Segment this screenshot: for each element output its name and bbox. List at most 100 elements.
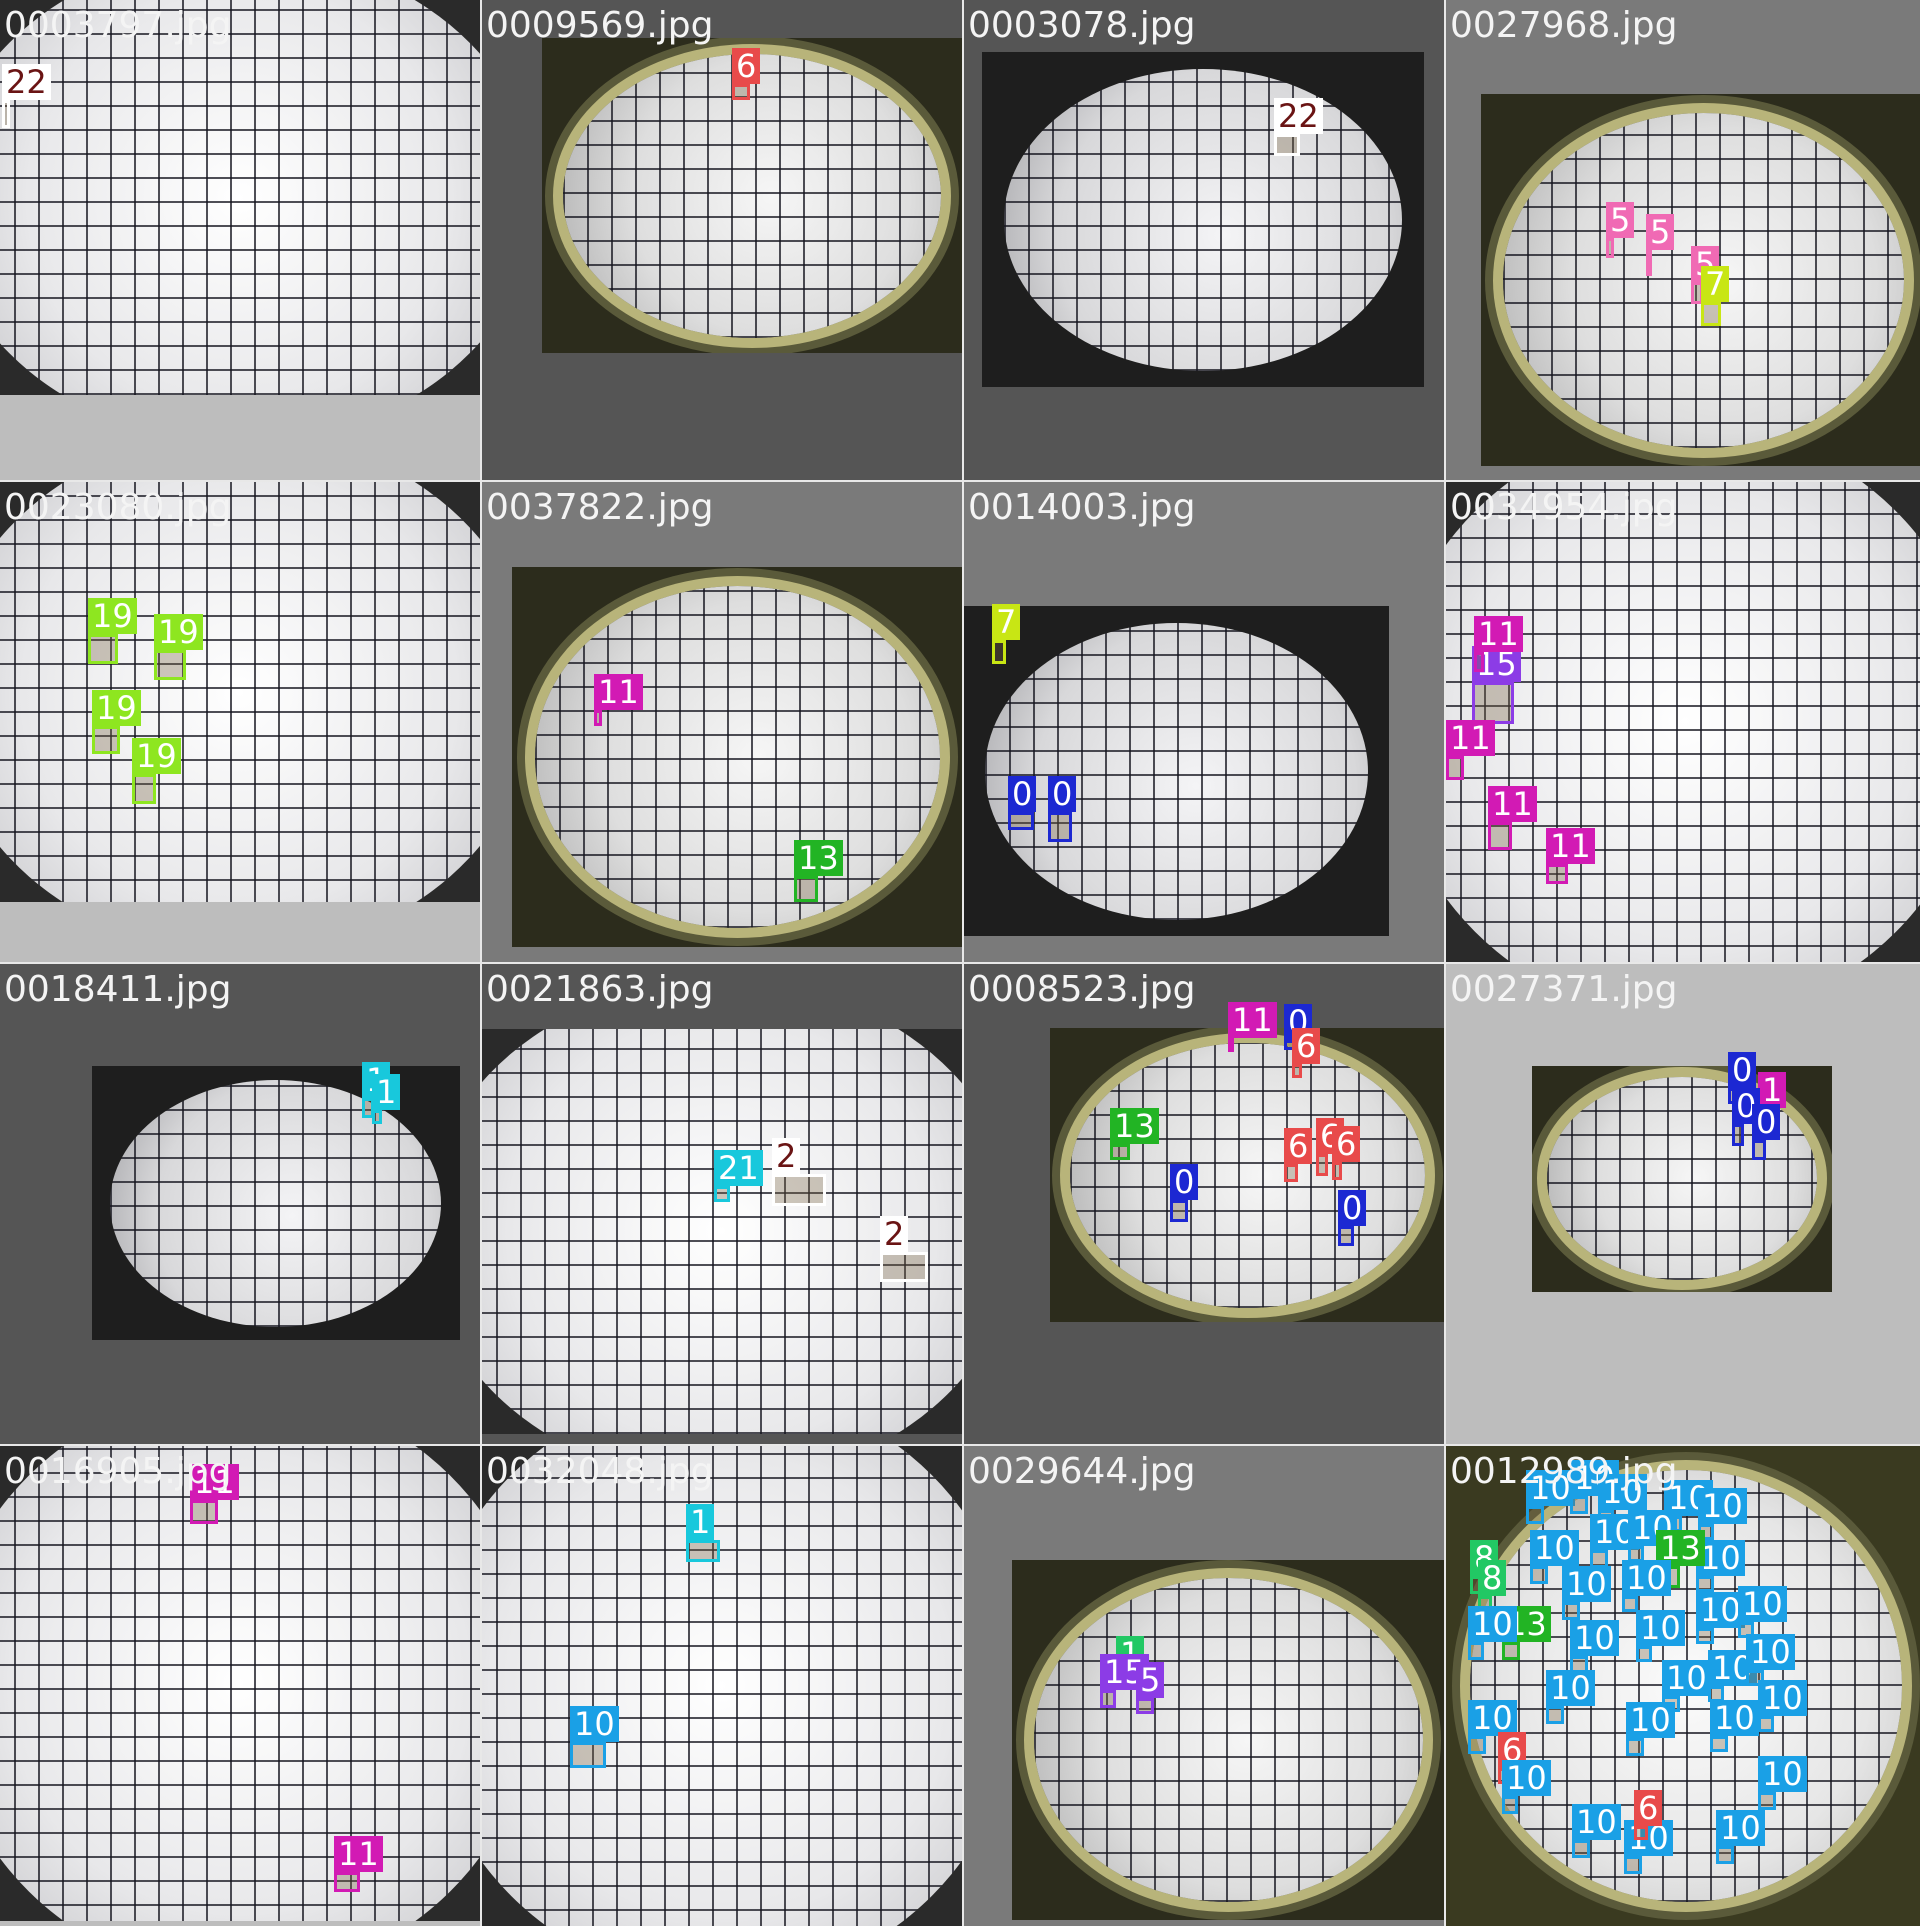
detection-box [1170,1200,1188,1222]
detection-label: 0 [1048,776,1077,812]
trap-photo [1532,1066,1832,1292]
detection-label: 10 [1622,1560,1671,1596]
detection-label: 11 [1488,786,1537,822]
trap-photo [0,1446,480,1921]
detection-label: 21 [714,1150,763,1186]
detection-box [1136,1698,1154,1714]
detection-label: 6 [1634,1790,1663,1826]
image-tile[interactable]: 22 0003797.jpg [0,0,480,480]
detection-box [1758,1716,1774,1732]
detection-label: 19 [88,598,137,634]
image-tile[interactable]: 5 5 5 7 0027968.jpg [1446,0,1920,480]
detection-box [1622,1596,1638,1612]
image-tile[interactable]: 22 0003078.jpg [964,0,1444,480]
detection-box [1468,1642,1484,1660]
grid-dish [1034,1578,1423,1902]
detection-label: 0 [1752,1104,1781,1140]
file-name-label: 0027371.jpg [1450,969,1678,1010]
image-tile[interactable]: 10 10 10 10 10 10 10 10 10 8 8 13 10 10 13 10 10 10 10 10 10… [1446,1446,1920,1926]
grid-dish [563,54,941,338]
grid-dish [1004,69,1402,371]
detection-label: 11 [1474,616,1523,652]
detection-label: 11 [190,1464,239,1500]
detection-box [1332,1162,1342,1180]
detection-label: 6 [732,48,761,84]
image-tile[interactable]: 11550029644.jpg [964,1446,1444,1926]
file-name-label: 0037822.jpg [486,487,714,528]
trap-photo [512,567,962,947]
detection-label: 10 [1698,1488,1747,1524]
image-tile[interactable]: 15 11 11 11 11 0034954.jpg [1446,482,1920,962]
detection-box [1338,1226,1354,1246]
image-tile[interactable]: 0 1 0 0 0027371.jpg [1446,964,1920,1444]
detection-box [1048,812,1072,842]
image-tile[interactable]: 110018411.jpg [0,964,480,1444]
file-name-label: 0023080.jpg [4,487,232,528]
grid-dish [110,1080,441,1327]
detection-label: 10 [1572,1804,1621,1840]
trap-photo [0,482,480,902]
detection-box [1530,1566,1548,1584]
image-tile[interactable]: 11 0 6 13 6 6 6 0 0 0008523.jpg [964,964,1444,1444]
image-tile[interactable]: 6 0009569.jpg [482,0,962,480]
detection-label: 10 [1468,1700,1517,1736]
detection-label: 10 [1468,1606,1517,1642]
detection-label: 10 [1716,1810,1765,1846]
detection-box [1502,1796,1518,1814]
detection-label: 10 [1710,1700,1759,1736]
file-name-label: 0008523.jpg [968,969,1196,1010]
detection-label: 19 [132,738,181,774]
grid-dish [0,482,480,902]
detection-box [992,640,1006,664]
file-name-label: 0034954.jpg [1450,487,1678,528]
image-tile[interactable]: 11 11 0016905.jpg [0,1446,480,1926]
detection-box [92,726,120,754]
trap-photo [1446,482,1920,962]
detection-label: 0 [1728,1052,1757,1088]
detection-label: 5 [1646,214,1675,250]
detection-label: 10 [1546,1670,1595,1706]
detection-box [1228,1038,1234,1052]
detection-label: 10 [1526,1470,1575,1506]
grid-dish [535,586,940,928]
detection-label: 2 [880,1216,909,1252]
file-name-label: 0016905.jpg [4,1451,232,1492]
detection-box [1472,682,1514,724]
detection-label: 11 [594,674,643,710]
detection-box [570,1742,606,1768]
detection-box [1634,1826,1648,1840]
grid-dish [1070,1043,1425,1308]
detection-label: 2 [772,1138,801,1174]
trap-photo [1012,1560,1444,1920]
detection-box [794,876,818,902]
detection-box [1758,1792,1776,1810]
detection-label: 5 [1606,202,1635,238]
image-tile[interactable]: 1 10 0032048.jpg [482,1446,962,1926]
image-tile[interactable]: 7 0 0 0014003.jpg [964,482,1444,962]
detection-box [1696,1628,1714,1644]
image-tile[interactable]: 21 2 2 0021863.jpg [482,964,962,1444]
detection-label: 11 [1446,720,1495,756]
detection-label: 11 [334,1836,383,1872]
detection-box [334,1872,360,1892]
detection-box [1716,1846,1734,1864]
detection-box [2,100,10,128]
detection-label: 10 [1570,1620,1619,1656]
detection-box [1474,652,1484,672]
trap-photo [982,52,1424,387]
detection-label: 5 [1136,1662,1165,1698]
detection-label: 10 [1636,1610,1685,1646]
file-name-label: 0027968.jpg [1450,5,1678,46]
detection-box [1626,1738,1644,1756]
detection-box [1572,1840,1590,1858]
detection-label: 10 [1738,1586,1787,1622]
image-tile[interactable]: 19 19 19 19 0023080.jpg [0,482,480,962]
image-tile[interactable]: 11 13 0037822.jpg [482,482,962,962]
detection-box [1562,1602,1580,1620]
file-name-label: 0014003.jpg [968,487,1196,528]
detection-box [1732,1124,1744,1146]
detection-box [1526,1506,1544,1524]
detection-label: 1 [686,1504,715,1540]
detection-label: 6 [1332,1126,1361,1162]
